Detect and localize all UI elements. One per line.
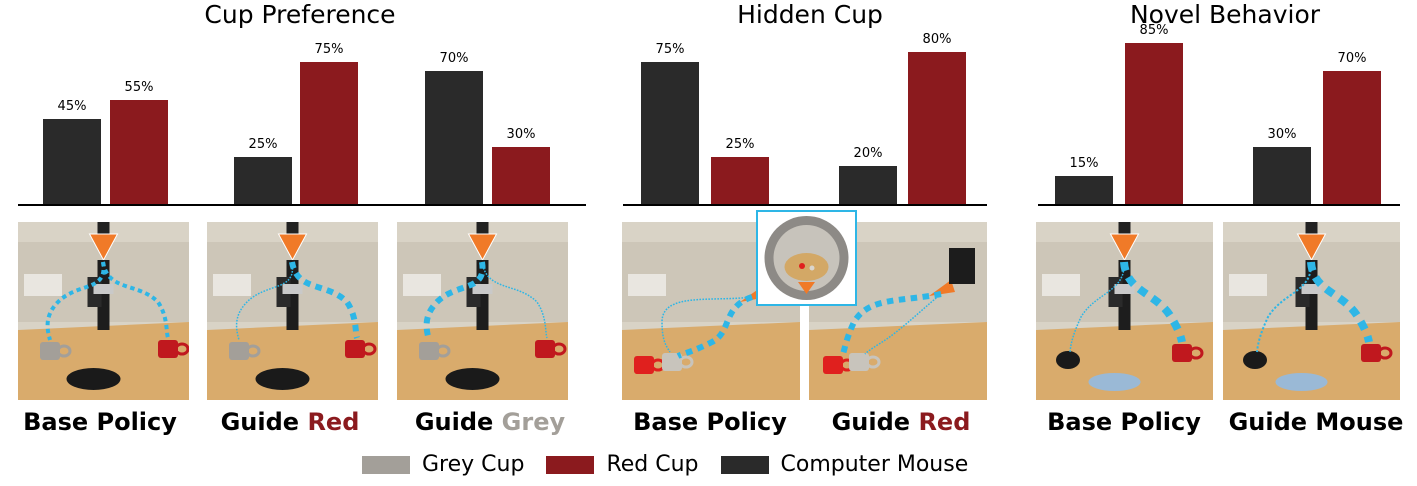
bar-value-label: 45%: [57, 98, 87, 114]
caption-text: Base Policy: [23, 408, 177, 436]
bar-red-0: [1125, 42, 1183, 204]
chart-baseline: [1038, 204, 1400, 206]
caption-p1-0: Base Policy: [0, 408, 210, 436]
caption-p2-0: Base Policy: [600, 408, 820, 436]
chart-baseline: [623, 204, 987, 206]
fisheye-inset-image: [756, 210, 857, 306]
bar-value-label: 75%: [314, 41, 344, 57]
bar-value-label: 70%: [1337, 51, 1367, 66]
bar-mouse-1: [839, 166, 897, 204]
photo-novel-base: [1036, 222, 1213, 400]
chart-title-cup-preference: Cup Preference: [204, 0, 396, 29]
caption-text: Base Policy: [633, 408, 787, 436]
bar-red-1: [300, 61, 358, 204]
photo-cup-guide-red: [207, 222, 378, 400]
legend-item-red-cup: Red Cup: [546, 452, 699, 477]
caption-highlight: Red: [918, 408, 971, 436]
bar-value-label: 85%: [1139, 22, 1169, 38]
bar-value-label: 25%: [248, 136, 278, 152]
photo-novel-guide-mouse: [1223, 222, 1400, 400]
caption-text: Guide: [220, 408, 308, 436]
legend-item-grey-cup: Grey Cup: [362, 452, 524, 477]
chart-title-hidden-cup: Hidden Cup: [737, 0, 883, 29]
bar-value-label: 30%: [1267, 127, 1297, 142]
bar-value-label: 25%: [725, 136, 755, 152]
caption-text: Guide Mouse: [1228, 408, 1404, 436]
caption-text: Guide: [414, 408, 502, 436]
bar-red-2: [492, 147, 550, 204]
bar-value-label: 20%: [853, 146, 883, 161]
bar-value-label: 75%: [655, 41, 685, 57]
legend: Grey Cup Red Cup Computer Mouse: [362, 452, 990, 477]
bar-mouse-0: [1055, 175, 1113, 204]
caption-p3-0: Base Policy: [1014, 408, 1234, 436]
bar-mouse-0: [641, 61, 699, 204]
bar-red-0: [711, 156, 769, 204]
legend-swatch-mouse: [720, 455, 769, 474]
bar-mouse-0: [43, 118, 101, 204]
photo-cup-base: [18, 222, 189, 400]
bar-mouse-1: [234, 156, 292, 204]
legend-item-computer-mouse: Computer Mouse: [720, 452, 969, 477]
legend-label-red: Red Cup: [606, 452, 699, 477]
bar-value-label: 80%: [922, 32, 952, 47]
chart-baseline: [18, 204, 586, 206]
bar-mouse-1: [1253, 147, 1311, 204]
legend-swatch-grey: [362, 455, 410, 474]
bar-value-label: 70%: [439, 51, 469, 66]
bar-mouse-2: [425, 71, 483, 204]
caption-text: Guide: [831, 408, 919, 436]
bar-red-1: [1323, 71, 1381, 204]
legend-label-grey: Grey Cup: [422, 452, 525, 477]
caption-p2-1: Guide Red: [791, 408, 1011, 436]
bar-value-label: 55%: [124, 79, 154, 95]
bar-value-label: 30%: [506, 127, 536, 142]
chart-title-novel-behavior: Novel Behavior: [1129, 0, 1321, 29]
legend-label-mouse: Computer Mouse: [780, 452, 969, 477]
caption-p1-2: Guide Grey: [380, 408, 600, 436]
caption-p3-1: Guide Mouse: [1206, 408, 1417, 436]
legend-swatch-red: [546, 455, 595, 474]
photo-cup-guide-grey: [397, 222, 568, 400]
caption-text: Base Policy: [1047, 408, 1201, 436]
caption-highlight: Grey: [501, 408, 566, 436]
bar-red-1: [908, 52, 966, 204]
caption-p1-1: Guide Red: [180, 408, 400, 436]
bar-red-0: [110, 99, 168, 204]
bar-value-label: 15%: [1069, 155, 1099, 171]
caption-highlight: Red: [307, 408, 360, 436]
